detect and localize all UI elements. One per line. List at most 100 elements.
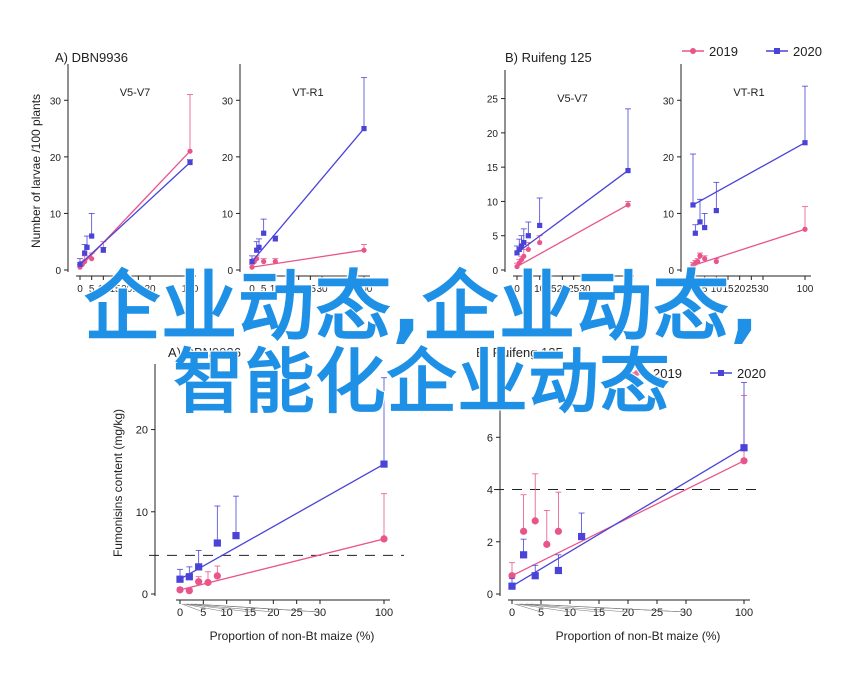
panel-6-series-2019-point — [543, 540, 551, 548]
panel-2-x-tick-label: 20 — [293, 284, 305, 295]
panel-1-y-tick-label: 30 — [50, 96, 62, 107]
panel-5-y-tick-label: 10 — [136, 507, 148, 519]
panel-2-series-2020-line — [251, 128, 365, 262]
panel-1-x-tick-label: 5 — [89, 284, 95, 295]
panel-3-subtitle: V5-V7 — [557, 93, 588, 105]
panel-6-x-tick-label: 0 — [509, 607, 515, 619]
panel-6-x-axis-label: Proportion of non-Bt maize (%) — [556, 629, 721, 643]
panel-5-x-connector — [181, 603, 204, 613]
panel-4-series-2019-point — [702, 256, 708, 262]
panel-2-series-2020-point — [256, 244, 262, 250]
panel-6-x-tick-label: 20 — [622, 607, 634, 619]
panel-6-series-2020-point — [520, 551, 528, 559]
panel-3-series-2020-point — [521, 239, 527, 246]
panel-6-series-2019-point — [554, 527, 563, 535]
panel-2-series-2020-point — [272, 236, 278, 242]
panel-5-x-connector — [187, 603, 274, 613]
panel-6-x-tick-label: 5 — [538, 607, 544, 619]
panel-5-series-2020-point — [176, 575, 184, 583]
panel-3-series-2019-line — [516, 204, 629, 268]
panel-6-series-2019-point — [531, 517, 539, 525]
panel-1-series-2019-point — [82, 258, 88, 265]
panel-5-x-connector — [185, 603, 251, 613]
panel-2-x-tick-label: 100 — [356, 284, 373, 295]
panel-5-x-connector — [183, 603, 227, 613]
panel-5-y-axis-label: Fumonisins content (mg/kg) — [111, 409, 125, 557]
panel-1-series-2020-point — [89, 233, 95, 239]
panel-5-x-tick-label: 20 — [267, 607, 279, 619]
panel-2-x-tick-label: 15 — [281, 284, 293, 295]
panel-1-x-tick-label: 15 — [109, 284, 121, 295]
panel-4-y-tick-label: 0 — [668, 266, 674, 277]
panel-6-x-tick-label: 10 — [564, 607, 576, 619]
panel-5-series-2019-point — [213, 572, 221, 580]
panel-4-x-tick-label: 5 — [702, 284, 708, 295]
panel-5-x-tick-label: 0 — [177, 607, 183, 619]
panel-5-series-2019-line — [179, 538, 385, 591]
panel-6-x-connector — [514, 603, 542, 613]
panel-2-series-2020-point — [261, 230, 267, 236]
legend-top-label: 2020 — [793, 44, 822, 59]
panel-2-series-2019-point — [261, 258, 267, 265]
panel-5-series-2019-point — [176, 586, 184, 594]
panel-4-series-2020-point — [702, 224, 708, 231]
panel-2-series-2020-point — [249, 258, 255, 265]
panel-6-series-2020-line — [511, 447, 745, 587]
legend-top-swatch-marker — [690, 48, 696, 54]
panel-6-title: B) Ruifeng 125 — [476, 345, 563, 360]
panel-2-series-2019-point — [361, 247, 367, 253]
panel-3-title: B) Ruifeng 125 — [505, 50, 592, 65]
panel-3-series-2020-point — [514, 250, 520, 256]
panel-1-y-tick-label: 10 — [50, 209, 62, 220]
legend-bottom-swatch-marker — [718, 370, 724, 376]
panel-6-series-2020-point — [554, 566, 562, 575]
panel-2-x-tick-label: 10 — [270, 284, 282, 295]
panel-1-series-2019-point — [89, 256, 95, 262]
panel-6-y-tick-label: 6 — [487, 432, 493, 444]
panel-5-series-2020-point — [232, 532, 240, 540]
panel-6-y-tick-label: 0 — [487, 589, 493, 601]
panel-4-series-2020-point — [697, 219, 703, 225]
panel-4-series-2019-point — [697, 253, 703, 259]
panel-6-series-2020-point — [740, 444, 748, 452]
legend-bottom-label: 2020 — [737, 366, 766, 381]
panel-3-series-2019-point — [625, 202, 631, 208]
legend-bottom-swatch-marker — [634, 370, 640, 376]
panel-5-x-axis-label: Proportion of non-Bt maize (%) — [210, 629, 375, 643]
panel-6-series-2019-point — [740, 457, 748, 465]
overlay-text-line-2: 智能化企业动态 — [173, 340, 671, 424]
panel-1-series-2020-point — [100, 247, 106, 253]
panel-5-x-tick-label: 5 — [200, 607, 206, 619]
panel-1-x-tick-label: 20 — [121, 284, 133, 295]
panel-2-series-2019-point — [272, 258, 278, 265]
legend-top-label: 2019 — [709, 44, 738, 59]
panel-4-series-2020-point — [802, 140, 808, 146]
panel-3-y-tick-label: 0 — [492, 266, 498, 277]
panel-2-y-tick-label: 30 — [222, 96, 234, 107]
panel-5-x-connector — [194, 603, 321, 613]
overlay-text-line-1: 企业动态,企业动态, — [83, 261, 760, 352]
panel-1-x-tick-label: 0 — [77, 284, 83, 295]
panel-3-series-2020-point — [625, 167, 631, 174]
panel-3-x-tick-label: 10 — [534, 284, 546, 295]
panel-5-series-2019-point — [185, 587, 193, 595]
legend-bottom-label: 2019 — [653, 366, 682, 381]
panel-1-x-tick-label: 30 — [144, 284, 156, 295]
panel-1-y-tick-label: 0 — [55, 266, 61, 277]
panel-1-series-2020-line — [79, 162, 191, 265]
panel-1-series-2020-point — [77, 261, 83, 267]
panel-3-series-2019-point — [525, 246, 531, 253]
panel-6-series-2020-point — [508, 582, 516, 590]
panel-1-y-tick-label: 20 — [50, 153, 62, 164]
panel-6-series-2019-point — [520, 527, 528, 535]
panel-4-y-tick-label: 10 — [663, 209, 675, 220]
panel-5-series-2020-point — [380, 460, 388, 468]
panel-4-series-2019-point — [695, 258, 701, 265]
panel-4-x-tick-label: 15 — [722, 284, 734, 295]
panel-6-series-2020-point — [578, 532, 586, 541]
panel-5-series-2019-point — [380, 535, 388, 543]
panel-2-series-2019-point — [249, 264, 255, 270]
panel-2-y-tick-label: 0 — [227, 266, 233, 277]
panel-5-x-tick-label: 30 — [314, 607, 326, 619]
